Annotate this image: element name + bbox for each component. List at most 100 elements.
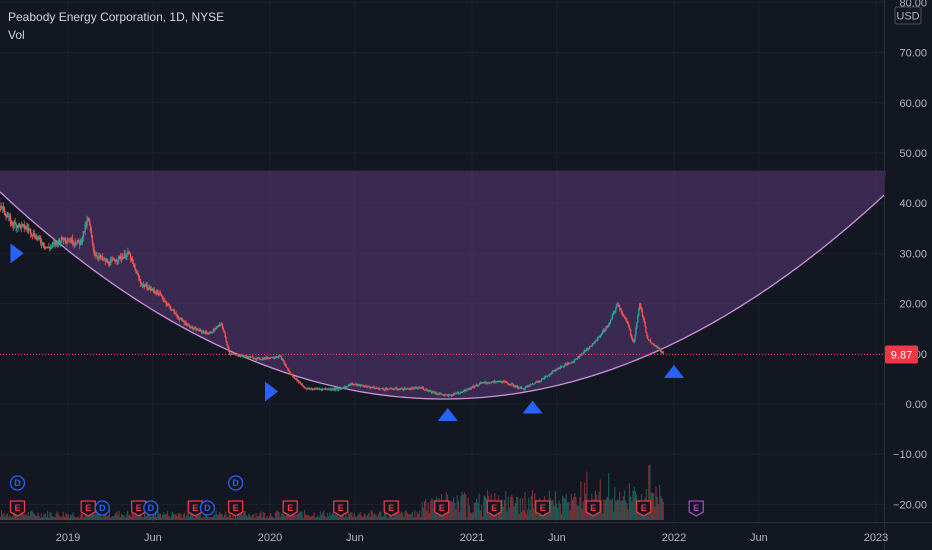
candle — [46, 245, 48, 249]
volume-bar — [216, 515, 218, 520]
volume-bar — [203, 517, 205, 520]
candle — [430, 390, 433, 394]
candle — [99, 252, 101, 260]
volume-bar — [569, 510, 571, 520]
dividend-event-icon[interactable]: D — [94, 500, 110, 516]
time-axis[interactable]: 2019 Jun 2020 Jun 2021 Jun 2022 Jun 2023 — [0, 522, 932, 545]
candle — [609, 321, 611, 326]
candle — [374, 387, 376, 390]
candle — [79, 238, 82, 246]
earnings-event-icon[interactable]: E — [688, 500, 704, 517]
volume-bar — [65, 513, 67, 520]
volume-bar — [386, 516, 388, 520]
volume-bar — [542, 513, 544, 520]
candle — [354, 383, 356, 386]
candle — [139, 279, 142, 288]
candle — [528, 384, 530, 388]
last-price-value: 9.87 — [891, 349, 912, 361]
earnings-event-icon[interactable]: E — [486, 500, 502, 517]
volume-bar — [502, 506, 504, 520]
volume-bar — [158, 513, 160, 520]
candle — [212, 328, 214, 333]
volume-bar — [420, 517, 422, 520]
dividend-event-icon[interactable]: D — [143, 500, 159, 516]
candle — [560, 365, 563, 368]
candle — [228, 345, 230, 353]
candle — [80, 237, 83, 245]
earnings-event-icon[interactable]: E — [585, 500, 601, 517]
earnings-event-icon[interactable]: E — [80, 500, 96, 517]
candle — [610, 318, 613, 320]
candle — [452, 393, 454, 396]
candle — [527, 384, 529, 388]
dividend-event-icon[interactable]: D — [199, 500, 216, 516]
volume-bar — [335, 512, 337, 520]
earnings-event-icon[interactable]: E — [383, 500, 399, 517]
volume-indicator-label[interactable]: Vol — [8, 28, 25, 42]
earnings-event-icon[interactable]: E — [535, 500, 551, 517]
volume-bar — [471, 513, 473, 520]
price-axis[interactable]: 80.0070.0060.0050.0040.0030.0020.0010.00… — [884, 0, 928, 550]
candle — [267, 356, 269, 360]
earnings-event-icon[interactable]: E — [333, 500, 349, 517]
candle — [7, 211, 9, 218]
candle — [493, 379, 495, 384]
dividend-event-icon[interactable]: D — [9, 475, 26, 491]
candle — [184, 321, 186, 325]
volume-bar — [393, 512, 395, 520]
earnings-event-icon[interactable]: E — [228, 500, 244, 517]
volume-bar — [346, 517, 348, 520]
dividend-event-icon[interactable]: D — [228, 475, 244, 491]
candle — [402, 388, 404, 392]
candle — [469, 387, 471, 390]
candle — [79, 241, 81, 250]
candle — [254, 357, 256, 360]
earnings-event-icon[interactable]: E — [9, 500, 26, 517]
volume-bar — [31, 510, 33, 520]
candle — [626, 318, 628, 324]
candle — [497, 380, 499, 383]
candle — [415, 386, 417, 390]
candle — [473, 385, 475, 389]
candle — [455, 393, 457, 395]
candle — [463, 389, 465, 393]
candle — [575, 358, 577, 360]
volume-bar — [101, 517, 103, 520]
symbol-title[interactable]: Peabody Energy Corporation, 1D, NYSE — [8, 10, 225, 24]
candle — [469, 386, 472, 390]
candle — [526, 385, 528, 388]
earnings-event-icon[interactable]: E — [434, 500, 450, 517]
event-label: E — [540, 503, 546, 513]
last-price-tag[interactable]: 9.87 — [885, 345, 918, 364]
volume-bar — [352, 516, 354, 520]
event-layer[interactable]: D DE E D E D E D E E E E E E E E E E — [9, 475, 704, 517]
candle — [457, 391, 459, 394]
candle — [85, 221, 87, 228]
time-tick-label: 2023 — [864, 532, 888, 544]
candle — [410, 386, 413, 390]
candle — [431, 391, 434, 394]
candle — [357, 384, 359, 388]
earnings-event-icon[interactable]: E — [636, 500, 652, 517]
candle — [172, 309, 174, 312]
candle — [416, 386, 418, 389]
earnings-event-icon[interactable]: E — [131, 500, 147, 517]
volume-bar — [343, 517, 346, 520]
candle — [565, 362, 567, 366]
earnings-event-icon[interactable]: E — [187, 500, 203, 517]
candle — [155, 289, 157, 296]
candle — [44, 246, 46, 250]
earnings-event-icon[interactable]: E — [282, 500, 298, 517]
candle — [566, 363, 568, 366]
candle — [289, 371, 292, 375]
candle — [265, 355, 267, 360]
candle — [453, 392, 455, 396]
volume-bar — [273, 517, 275, 520]
candle — [152, 287, 154, 294]
volume-bar — [662, 501, 664, 520]
volume-bar — [51, 516, 53, 520]
candle — [541, 377, 544, 380]
volume-bar — [525, 513, 527, 520]
volume-bar — [417, 514, 420, 520]
